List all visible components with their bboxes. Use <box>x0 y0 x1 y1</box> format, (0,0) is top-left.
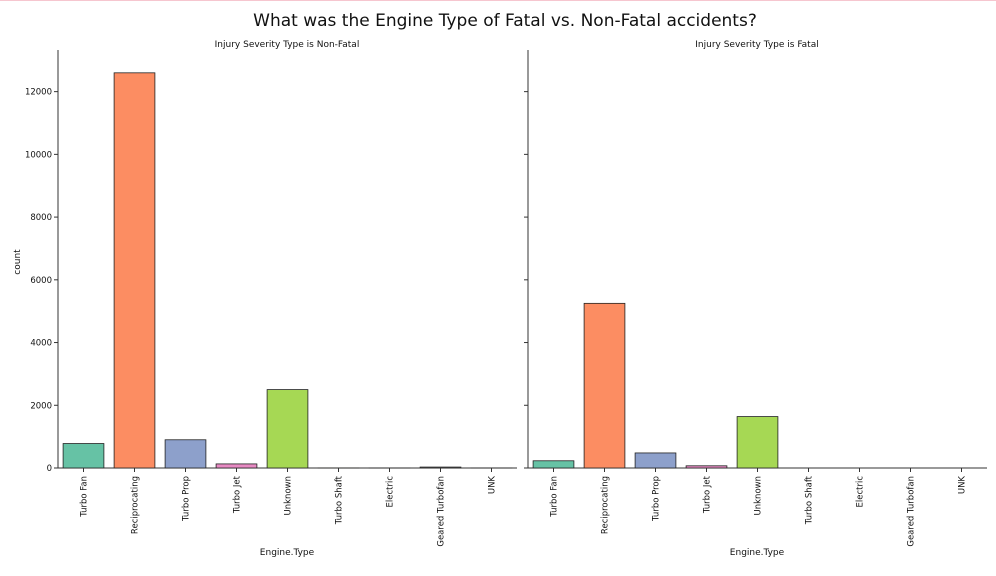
y-tick-label: 10000 <box>25 150 52 160</box>
x-tick-label: UNK <box>488 476 498 495</box>
x-tick-label: Unknown <box>754 476 764 515</box>
bar <box>736 416 779 469</box>
bar <box>62 443 105 469</box>
y-axis-label: count <box>13 249 23 275</box>
y-tick-label: 6000 <box>30 276 52 286</box>
panel-fatal: Injury Severity Type is Fatal Engine.Typ… <box>524 40 987 558</box>
x-tick-label: Turbo Prop <box>652 476 662 522</box>
x-tick-label: Turbo Jet <box>703 475 713 514</box>
y-tick-label: 2000 <box>30 401 52 411</box>
panel-title: Injury Severity Type is Fatal <box>695 40 818 50</box>
top-border <box>0 0 996 1</box>
y-tick-label: 8000 <box>30 213 52 223</box>
x-tick-label: Turbo Fan <box>550 476 560 518</box>
bar <box>215 463 258 469</box>
x-axis-label: Engine.Type <box>730 548 785 558</box>
x-tick-label: Reciprocating <box>601 476 611 534</box>
x-tick-label: Turbo Fan <box>80 476 90 518</box>
panel-non-fatal: Injury Severity Type is Non-Fatal Engine… <box>13 40 517 558</box>
bar <box>164 439 207 469</box>
bar <box>113 72 156 469</box>
x-tick-label: Unknown <box>284 476 294 515</box>
bar <box>532 460 575 469</box>
x-tick-label: Electric <box>386 476 396 508</box>
y-tick-label: 0 <box>47 464 52 474</box>
bar <box>583 302 626 469</box>
x-tick-label: Geared Turbofan <box>437 476 447 547</box>
x-tick-label: Reciprocating <box>131 476 141 534</box>
x-tick-label: Turbo Shaft <box>335 475 345 525</box>
bar <box>266 389 309 469</box>
x-tick-label: Turbo Jet <box>233 475 243 514</box>
x-tick-label: UNK <box>958 476 968 495</box>
bar <box>419 466 462 469</box>
x-axis-label: Engine.Type <box>260 548 315 558</box>
bar <box>685 465 728 469</box>
x-tick-label: Electric <box>856 476 866 508</box>
panel-title: Injury Severity Type is Non-Fatal <box>215 40 360 50</box>
y-tick-label: 4000 <box>30 339 52 349</box>
x-tick-label: Turbo Shaft <box>805 475 815 525</box>
x-tick-label: Turbo Prop <box>182 476 192 522</box>
bar <box>634 452 677 469</box>
figure-title: What was the Engine Type of Fatal vs. No… <box>253 11 757 31</box>
x-tick-label: Geared Turbofan <box>907 476 917 547</box>
y-tick-label: 12000 <box>25 88 52 98</box>
